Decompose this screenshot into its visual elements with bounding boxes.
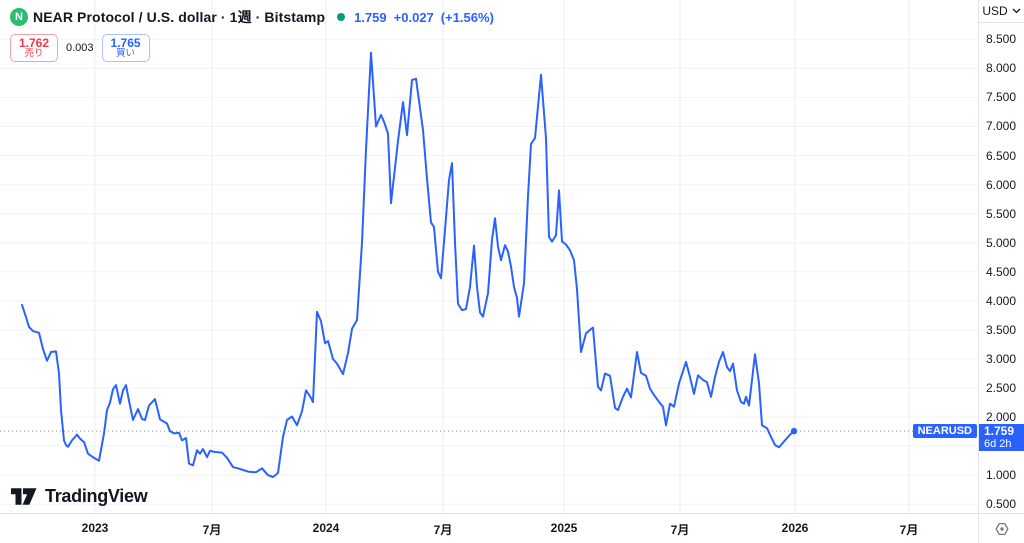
time-tick-label: 2024 (312, 521, 340, 535)
time-tick-label: 7月 (899, 523, 919, 537)
buy-sell-panel: 1.762 売り 0.003 1.765 買い (10, 34, 494, 62)
price-tick-label: 2.500 (986, 381, 1017, 396)
time-tick-label: 7月 (670, 523, 690, 537)
currency-label: USD (982, 4, 1008, 18)
time-tick-label: 7月 (202, 523, 222, 537)
quote-values: 1.759 +0.027 (+1.56%) (354, 10, 494, 25)
price-tick-label: 7.500 (986, 90, 1017, 105)
sell-button[interactable]: 1.762 売り (10, 34, 58, 62)
sell-label: 売り (24, 48, 44, 60)
bar-countdown: 6d 2h (984, 438, 1012, 451)
buy-button[interactable]: 1.765 買い (101, 34, 150, 62)
chevron-down-icon (1012, 8, 1021, 14)
price-tick-label: 4.500 (986, 264, 1017, 279)
price-change-percent: (+1.56%) (440, 9, 494, 25)
near-protocol-logo-icon: N (10, 8, 28, 26)
price-tick-label: 0.500 (986, 497, 1017, 512)
spread-value: 0.003 (66, 42, 94, 54)
symbol-title[interactable]: NEAR Protocol / U.S. dollar · 1週 · Bitst… (33, 9, 326, 25)
market-open-status-icon[interactable] (337, 13, 346, 21)
price-tick-label: 3.500 (986, 322, 1017, 337)
time-tick-label: 7月 (433, 523, 453, 537)
buy-label: 買い (116, 48, 136, 60)
last-price: 1.759 (354, 9, 387, 25)
price-tick-label: 5.000 (986, 235, 1017, 250)
gear-icon (995, 522, 1008, 535)
currency-selector-button[interactable]: USD (979, 0, 1024, 23)
time-scale[interactable]: 2023 7月 2024 7月 2025 7月 2026 7月 (0, 513, 978, 543)
time-tick-label: 2025 (550, 521, 578, 535)
last-price-flag-value: 1.759 (984, 424, 1015, 439)
buy-price: 1.765 (110, 35, 141, 50)
tradingview-logo-text: TradingView (45, 486, 148, 506)
price-tick-label: 2.000 (986, 410, 1017, 425)
price-tick-label: 3.000 (986, 351, 1017, 366)
price-line-chart (0, 0, 978, 513)
last-point-marker (790, 427, 798, 435)
price-tick-label: 1.000 (986, 468, 1017, 483)
price-tick-label: 6.000 (986, 177, 1017, 192)
chart-header: N NEAR Protocol / U.S. dollar · 1週 · Bit… (10, 7, 494, 62)
sell-price: 1.762 (18, 35, 50, 50)
tradingview-logo-icon (11, 488, 37, 505)
price-tick-label: 7.000 (986, 119, 1017, 134)
chart-plot-area[interactable] (0, 0, 978, 513)
time-tick-label: 2026 (781, 521, 809, 535)
price-tick-label: 5.500 (986, 206, 1017, 221)
price-line-series (21, 51, 795, 478)
price-tick-label: 6.500 (986, 148, 1017, 163)
price-tick-label: 4.000 (986, 293, 1017, 308)
price-tick-label: 8.500 (986, 32, 1017, 47)
time-tick-label: 2023 (81, 521, 109, 535)
last-price-flag: 1.759 6d 2h (979, 424, 1024, 452)
scale-settings-button[interactable] (978, 513, 1024, 543)
price-tick-label: 8.000 (986, 61, 1017, 76)
symbol-price-flag: NEARUSD (912, 424, 977, 439)
tradingview-logo-link[interactable]: TradingView (11, 486, 148, 507)
price-change: +0.027 (393, 9, 434, 25)
